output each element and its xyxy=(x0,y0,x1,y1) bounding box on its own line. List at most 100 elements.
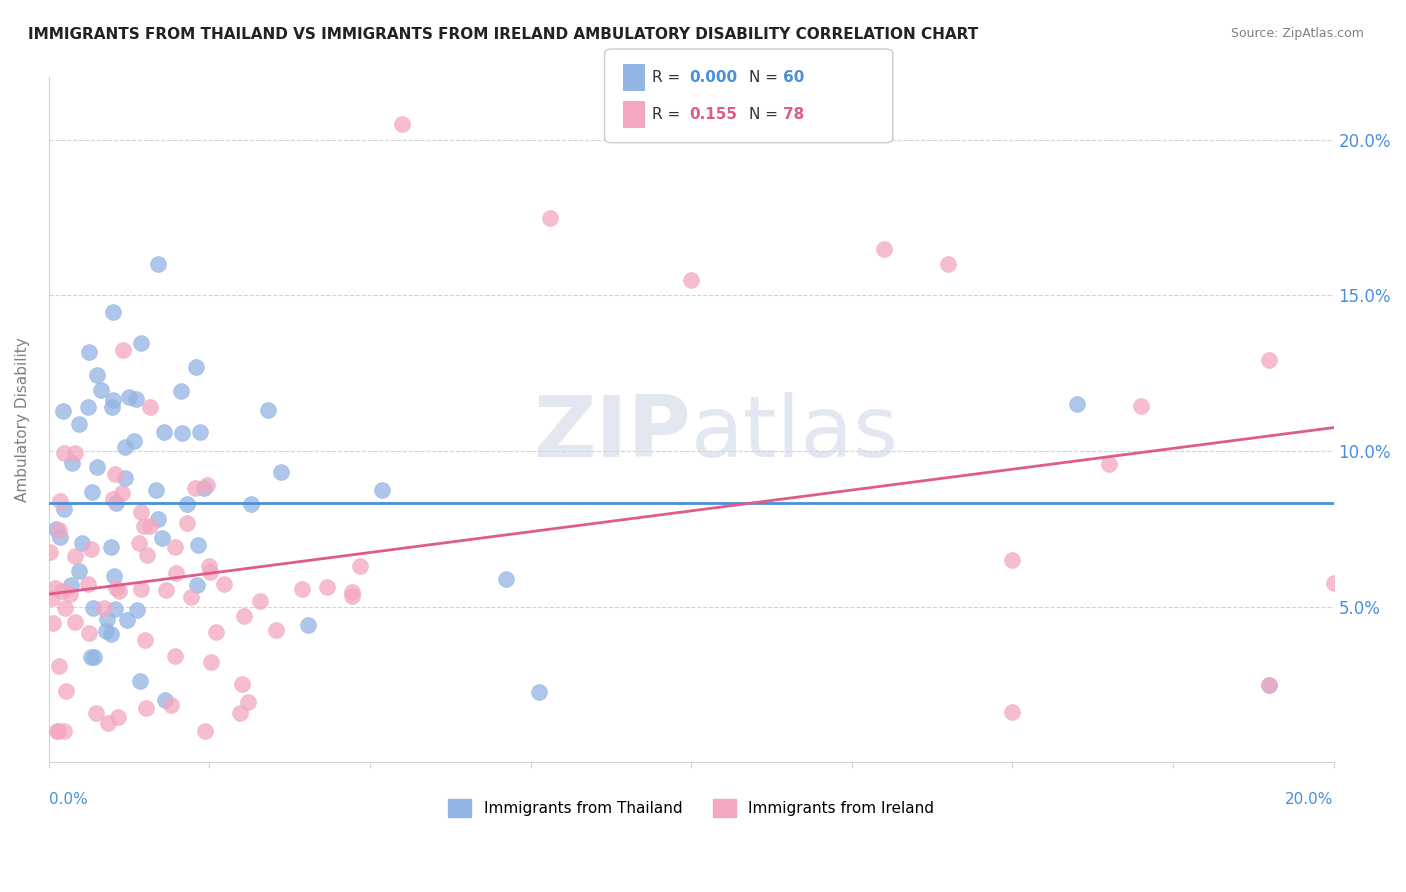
Point xyxy=(172,425,194,440)
Point xyxy=(45,522,67,536)
Point xyxy=(96,624,118,638)
Point xyxy=(44,581,66,595)
Text: Source: ZipAtlas.com: Source: ZipAtlas.com xyxy=(1230,27,1364,40)
Point xyxy=(41,591,63,606)
Point xyxy=(297,618,319,632)
Point xyxy=(1258,353,1281,368)
Point xyxy=(186,578,208,592)
Point xyxy=(1001,553,1024,567)
Point xyxy=(316,581,339,595)
Point xyxy=(101,492,124,507)
Point xyxy=(249,594,271,608)
Point xyxy=(291,582,314,596)
Point xyxy=(129,582,152,597)
Point xyxy=(77,345,100,359)
Point xyxy=(114,471,136,485)
Point xyxy=(538,211,561,225)
Point xyxy=(681,273,703,287)
Point xyxy=(76,577,98,591)
Point xyxy=(52,502,75,516)
Point xyxy=(228,706,250,720)
Point xyxy=(104,496,127,510)
Point xyxy=(214,577,236,591)
Point xyxy=(342,585,364,599)
Point xyxy=(51,583,73,598)
Point xyxy=(146,512,169,526)
Point xyxy=(108,584,131,599)
Point xyxy=(349,559,371,574)
Point xyxy=(60,456,83,470)
Point xyxy=(49,529,72,543)
Text: 60: 60 xyxy=(783,70,804,85)
Point xyxy=(194,724,217,739)
Point xyxy=(198,566,221,580)
Point xyxy=(1129,399,1152,413)
Point xyxy=(93,601,115,615)
Point xyxy=(79,650,101,665)
Point xyxy=(139,400,162,414)
Point xyxy=(232,608,254,623)
Point xyxy=(138,519,160,533)
Text: N =: N = xyxy=(749,70,783,85)
Point xyxy=(195,478,218,492)
Point xyxy=(176,516,198,530)
Point xyxy=(79,625,101,640)
Text: R =: R = xyxy=(652,70,686,85)
Point xyxy=(184,481,207,495)
Point xyxy=(371,483,394,498)
Point xyxy=(153,693,176,707)
Point xyxy=(104,582,127,596)
Point xyxy=(873,242,896,256)
Point xyxy=(52,445,75,459)
Point xyxy=(145,483,167,498)
Point xyxy=(936,257,959,271)
Point xyxy=(80,484,103,499)
Point xyxy=(104,467,127,481)
Point xyxy=(65,615,87,630)
Point xyxy=(101,401,124,415)
Point xyxy=(131,336,153,351)
Point xyxy=(63,446,86,460)
Point xyxy=(80,541,103,556)
Point xyxy=(90,383,112,397)
Point xyxy=(49,494,72,508)
Point xyxy=(236,695,259,709)
Point xyxy=(70,535,93,549)
Point xyxy=(84,706,107,721)
Point xyxy=(53,601,76,615)
Point xyxy=(495,572,517,586)
Y-axis label: Ambulatory Disability: Ambulatory Disability xyxy=(15,337,30,502)
Point xyxy=(128,536,150,550)
Point xyxy=(100,627,122,641)
Point xyxy=(134,518,156,533)
Point xyxy=(1323,575,1346,590)
Point xyxy=(59,587,82,601)
Point xyxy=(200,655,222,669)
Point xyxy=(131,505,153,519)
Point xyxy=(150,532,173,546)
Point xyxy=(135,700,157,714)
Point xyxy=(153,425,176,439)
Point xyxy=(125,602,148,616)
Point xyxy=(1001,705,1024,719)
Text: 0.155: 0.155 xyxy=(689,107,737,121)
Point xyxy=(155,582,177,597)
Point xyxy=(86,460,108,475)
Point xyxy=(48,658,70,673)
Text: 0.000: 0.000 xyxy=(689,70,737,85)
Point xyxy=(270,465,292,479)
Point xyxy=(125,392,148,406)
Point xyxy=(198,558,221,573)
Text: atlas: atlas xyxy=(692,392,900,475)
Point xyxy=(264,623,287,637)
Point xyxy=(187,538,209,552)
Point xyxy=(128,674,150,689)
Point xyxy=(101,305,124,319)
Point xyxy=(82,601,104,615)
Point xyxy=(1258,677,1281,691)
Point xyxy=(256,403,278,417)
Point xyxy=(122,434,145,448)
Point xyxy=(63,549,86,563)
Point xyxy=(45,724,67,739)
Text: 20.0%: 20.0% xyxy=(1285,791,1334,806)
